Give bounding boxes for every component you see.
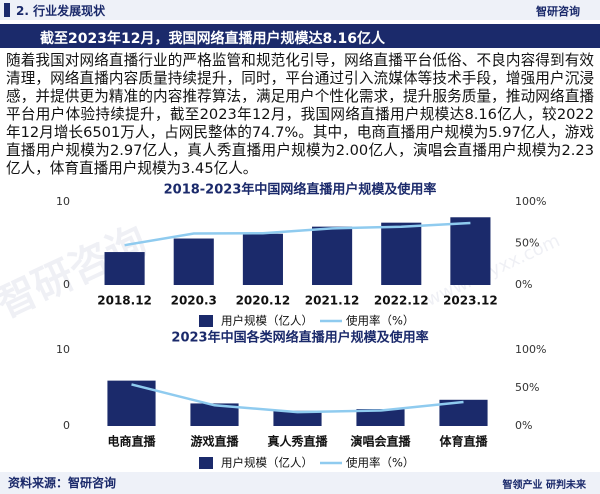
logo: 智研咨询 bbox=[536, 5, 580, 18]
legend-label: 使用率（%） bbox=[346, 314, 414, 328]
x-tick-label: 2022.12 bbox=[374, 294, 429, 308]
legend-label: 用户规模（亿人） bbox=[221, 456, 313, 470]
chart: 2023年中国各类网络直播用户规模及使用率0100%50%100%用户规模（亿人… bbox=[56, 330, 546, 470]
line bbox=[124, 221, 471, 247]
y-tick-label: 0 bbox=[63, 278, 70, 291]
chart-title: 2023年中国各类网络直播用户规模及使用率 bbox=[171, 330, 428, 346]
x-tick-label: 电商直播 bbox=[107, 434, 156, 449]
x-tick-label: 2021.12 bbox=[305, 294, 360, 308]
y2-tick-label: 0% bbox=[515, 419, 532, 432]
x-tick-label: 2023.12 bbox=[443, 294, 498, 308]
legend-swatch bbox=[199, 315, 213, 327]
x-tick-label: 2018.12 bbox=[97, 294, 152, 308]
bar bbox=[104, 252, 145, 285]
y-tick-label: 10 bbox=[56, 195, 70, 208]
x-tick-label: 2020.3 bbox=[171, 294, 217, 308]
legend-label: 使用率（%） bbox=[346, 456, 414, 470]
footer-bar bbox=[0, 472, 600, 494]
line bbox=[131, 383, 464, 414]
y2-tick-label: 0% bbox=[515, 278, 532, 291]
chart-title: 2018-2023年中国网络直播用户规模及使用率 bbox=[164, 182, 437, 198]
bar bbox=[356, 409, 405, 426]
section-title: 2. 行业发展现状 bbox=[16, 4, 106, 18]
bar bbox=[190, 403, 239, 426]
x-tick-label: 体育直播 bbox=[439, 434, 488, 449]
banner: 截至2023年12月，我国网络直播用户规模达8.16亿人 bbox=[40, 31, 385, 47]
y2-tick-label: 100% bbox=[515, 195, 546, 208]
legend-swatch bbox=[199, 457, 213, 469]
header-marker bbox=[4, 3, 10, 17]
legend-label: 用户规模（亿人） bbox=[221, 314, 313, 328]
y-tick-label: 0 bbox=[63, 419, 70, 432]
bar bbox=[242, 233, 283, 285]
x-tick-label: 2020.12 bbox=[236, 294, 291, 308]
y2-tick-label: 100% bbox=[515, 343, 546, 356]
y2-tick-label: 50% bbox=[515, 381, 539, 394]
y-tick-label: 10 bbox=[56, 343, 70, 356]
bar bbox=[273, 410, 322, 426]
banner-bg bbox=[0, 24, 600, 48]
y2-tick-label: 50% bbox=[515, 237, 539, 250]
chart: 2018-2023年中国网络直播用户规模及使用率0100%50%100%用户规模… bbox=[56, 182, 546, 328]
bar bbox=[312, 226, 353, 285]
slogan: 智领产业 研判未来 bbox=[502, 480, 586, 491]
bar bbox=[173, 238, 214, 285]
x-tick-label: 真人秀直播 bbox=[267, 434, 328, 449]
source: 资料来源：智研咨询 bbox=[8, 476, 117, 490]
bar bbox=[450, 217, 491, 285]
header-bar bbox=[0, 0, 600, 20]
paragraph: 随着我国对网络直播行业的严格监管和规范化引导，网络直播平台低俗、不良内容得到有效… bbox=[6, 52, 594, 177]
x-tick-label: 游戏直播 bbox=[190, 434, 239, 449]
x-tick-label: 演唱会直播 bbox=[350, 434, 411, 449]
bar bbox=[381, 222, 422, 285]
